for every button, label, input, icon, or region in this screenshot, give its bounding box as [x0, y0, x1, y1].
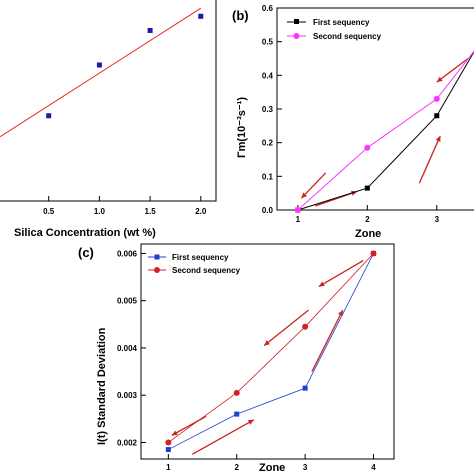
legend-first-marker: [294, 19, 299, 24]
panel-c-x-tick-label: 2: [235, 463, 240, 472]
panel-a-x-tick-label: 0.5: [43, 207, 55, 216]
legend-c-second-marker: [154, 267, 160, 273]
panel-c-y-tick-label: 0.005: [117, 297, 138, 306]
panel-a-point: [46, 113, 52, 119]
panel-b-point: [294, 207, 301, 213]
panel-c-arrow: [263, 309, 309, 347]
panel-b-y-ticks: 0.0 0.1 0.2 0.3 0.4 0.5 0.6: [262, 4, 282, 215]
panel-a-point: [198, 13, 204, 19]
panel-b-y-tick-label: 0.5: [262, 38, 274, 47]
panel-b-y-tick-label: 0.3: [262, 105, 274, 114]
panel-c-series: [165, 250, 377, 453]
panel-b-y-tick-label: 0.0: [262, 206, 274, 215]
panel-b-label: (b): [232, 8, 249, 23]
panel-c-arrow: [311, 309, 344, 372]
panel-c-point: [302, 385, 308, 391]
panel-b-point: [434, 113, 440, 119]
panel-c-x-label: Zone: [259, 462, 285, 474]
panel-c-series-line: [168, 253, 374, 443]
panel-c-x-tick-label: 1: [166, 463, 171, 472]
panel-c-point: [370, 250, 377, 257]
panel-b-arrows: [300, 57, 469, 207]
panel-c-arrow: [318, 259, 364, 288]
panel-c-frame: [140, 243, 395, 460]
panel-a-x-label: Silica Concentration (wt %): [14, 227, 156, 239]
panel-a-silica-chart: 0.5 1.0 1.5 2.0 Silica Concentration (wt %): [0, 0, 217, 239]
legend-c-first-marker: [154, 254, 160, 260]
panel-c-y-tick-label: 0.004: [117, 344, 138, 353]
panel-b-point: [364, 185, 370, 191]
panel-c-point: [234, 411, 240, 417]
panel-a-fit-line: [0, 7, 202, 138]
panel-b-series-line: [297, 50, 474, 211]
legend-first-text: First sequency: [313, 18, 370, 27]
panel-a-points: [46, 13, 204, 119]
panel-a-x-tick-label: 1.0: [94, 207, 106, 216]
panel-c-point: [165, 439, 172, 446]
panel-c-y-label: I(t) Standard Deviation: [96, 327, 108, 445]
panel-b-arrow: [300, 172, 327, 199]
panel-b-arrow: [436, 57, 469, 83]
panel-b-series: [294, 50, 474, 213]
legend-c-first-text: First sequency: [172, 253, 229, 262]
panel-b-point: [433, 95, 440, 102]
panel-c-y-ticks: 0.002 0.003 0.004 0.005 0.006: [117, 249, 146, 447]
panel-a-x-ticks: 0.5 1.0 1.5 2.0: [43, 196, 207, 216]
panel-c-stddev-chart: (c) 0.002 0.003 0.004 0.005 0.006 1 2 3 4 I(t) …: [78, 243, 395, 474]
panel-b-y-tick-label: 0.1: [262, 172, 274, 181]
panel-c-arrow: [191, 419, 255, 455]
panel-c-x-tick-label: 4: [371, 463, 376, 472]
panel-a-x-tick-label: 1.5: [145, 207, 157, 216]
panel-b-gamma-chart: (b) 0.0 0.1 0.2 0.3 0.4 0.5 0.6 1 2 3 Γm(10⁻³s⁻¹…: [232, 4, 474, 240]
panel-c-series-line: [168, 253, 374, 450]
panel-c-legend: First sequency Second sequency: [148, 253, 241, 275]
panel-b-series-line: [297, 50, 474, 211]
panel-c-point: [233, 389, 240, 396]
panel-c-x-ticks: 1 2 3 4: [166, 454, 376, 472]
panel-b-x-label: Zone: [355, 228, 381, 240]
panel-b-x-tick-label: 1: [296, 215, 301, 224]
panel-c-point: [165, 447, 171, 453]
panel-b-x-tick-label: 3: [435, 215, 440, 224]
panel-c-y-tick-label: 0.003: [117, 391, 138, 400]
panel-c-y-tick-label: 0.002: [117, 438, 138, 447]
panel-b-x-ticks: 1 2 3: [296, 205, 440, 224]
legend-second-marker: [293, 33, 300, 39]
panel-c-x-tick-label: 3: [303, 463, 308, 472]
panel-c-arrows: [171, 259, 364, 455]
panel-c-label: (c): [78, 245, 94, 260]
legend-c-second-text: Second sequency: [172, 266, 241, 275]
panel-a-x-tick-label: 2.0: [195, 207, 207, 216]
panel-a-frame: [0, 0, 217, 202]
panel-b-point: [364, 144, 371, 151]
panel-a-point: [147, 27, 153, 33]
panel-b-y-label: Γm(10⁻³s⁻¹): [236, 97, 248, 158]
panel-b-x-tick-label: 2: [365, 215, 370, 224]
panel-c-point: [302, 323, 309, 330]
panel-a-point: [96, 62, 102, 68]
legend-second-text: Second sequency: [313, 32, 382, 41]
panel-c-y-tick-label: 0.006: [117, 249, 138, 258]
panel-b-legend: First sequency Second sequency: [287, 18, 382, 41]
panel-b-y-tick-label: 0.4: [262, 71, 274, 80]
panel-b-y-tick-label: 0.2: [262, 139, 274, 148]
panel-b-arrow: [418, 135, 441, 184]
panel-b-y-tick-label: 0.6: [262, 4, 274, 13]
